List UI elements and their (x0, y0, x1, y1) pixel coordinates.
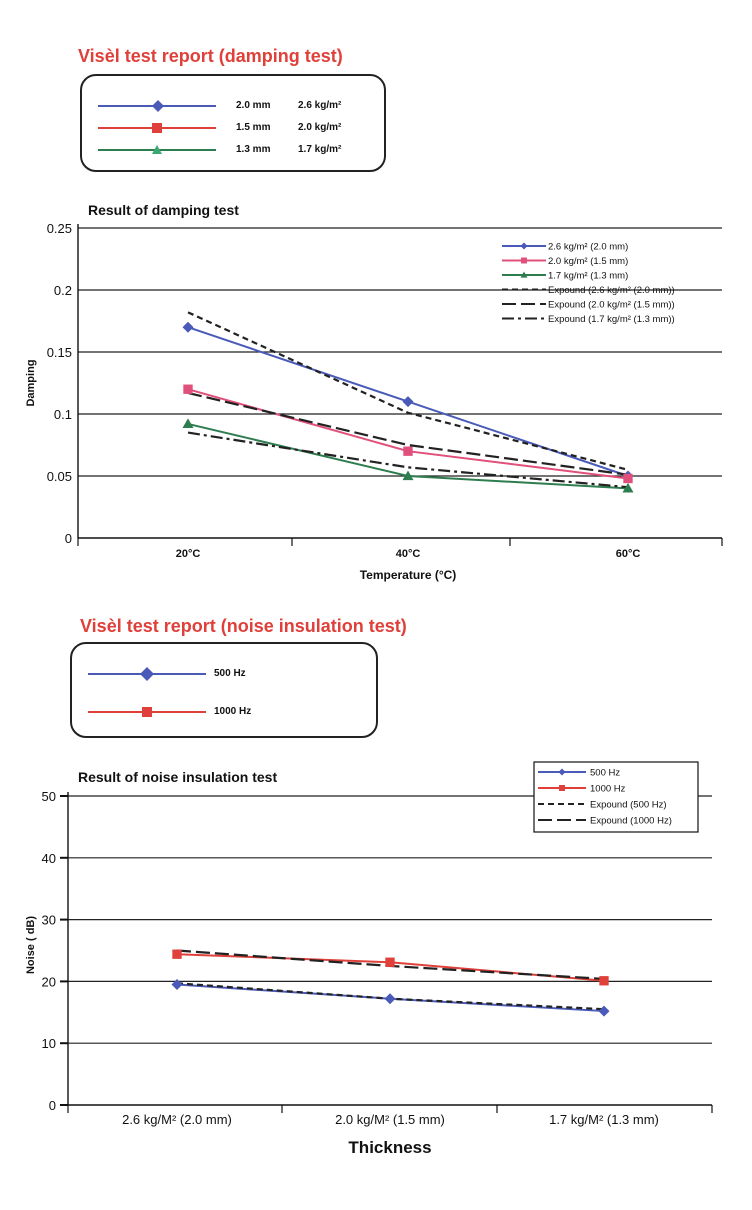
report-legend-item: 1000 Hz (72, 702, 376, 722)
legend-frequency: 1000 Hz (214, 706, 252, 717)
y-tick-label: 0 (65, 531, 72, 546)
diamond-marker-icon (140, 667, 154, 681)
y-tick-label: 0 (49, 1098, 56, 1113)
data-point (182, 418, 194, 429)
diamond-marker-icon (152, 100, 164, 112)
data-point (171, 978, 183, 990)
y-tick-label: 0.2 (54, 283, 72, 298)
legend-label: Expound (1000 Hz) (590, 816, 672, 827)
trendline (187, 431, 629, 489)
legend-thickness: 1.3 mm (236, 144, 271, 155)
legend-label: Expound (2.0 kg/m² (1.5 mm)) (548, 300, 675, 311)
trendline (187, 311, 629, 471)
chart-title: Result of noise insulation test (78, 769, 277, 785)
damping-report-legend: 2.0 mm 2.6 kg/m² 1.5 mm 2.0 kg/m² 1.3 mm… (80, 74, 386, 172)
data-point (402, 396, 414, 408)
damping-report-title: Visèl test report (damping test) (78, 46, 343, 66)
y-tick-label: 0.15 (47, 345, 72, 360)
legend-label: Expound (500 Hz) (590, 800, 667, 811)
legend-label: 2.0 kg/m² (1.5 mm) (548, 256, 628, 267)
data-point (622, 482, 634, 493)
noise-chart: Result of noise insulation test 0 10 20 30 40… (25, 761, 713, 1157)
report-legend-item: 500 Hz (72, 664, 376, 684)
y-tick-label: 0.05 (47, 469, 72, 484)
legend-marker (558, 768, 566, 776)
y-tick-label: 0.1 (54, 407, 72, 422)
x-tick-label: 40°C (396, 548, 421, 560)
noise-report-title: Visèl test report (noise insulation test… (80, 616, 407, 636)
data-point (402, 470, 414, 481)
triangle-marker-icon (152, 145, 162, 154)
x-tick-label: 2.6 kg/M² (2.0 mm) (122, 1112, 232, 1127)
square-marker-icon (142, 707, 152, 717)
x-tick-label: 20°C (176, 548, 201, 560)
legend-label: 2.6 kg/m² (2.0 mm) (548, 242, 628, 253)
y-tick-label: 30 (42, 913, 56, 928)
legend-density: 2.6 kg/m² (298, 100, 342, 111)
legend-thickness: 1.5 mm (236, 122, 271, 133)
y-axis-label: Noise ( dB) (25, 916, 37, 974)
legend-marker (559, 785, 565, 791)
legend-label: Expound (1.7 kg/m² (1.3 mm)) (548, 314, 675, 325)
y-tick-label: 0.25 (47, 221, 72, 236)
legend-marker (520, 271, 528, 278)
legend-frequency: 500 Hz (214, 668, 246, 679)
y-tick-label: 50 (42, 789, 56, 804)
data-point (623, 473, 633, 484)
legend-density: 1.7 kg/m² (298, 144, 342, 155)
legend-label: 500 Hz (590, 768, 620, 779)
y-tick-label: 40 (42, 851, 56, 866)
legend-density: 2.0 kg/m² (298, 122, 342, 133)
data-point (599, 976, 609, 986)
x-tick-label: 60°C (616, 548, 641, 560)
y-tick-label: 20 (42, 974, 56, 989)
square-marker-icon (152, 123, 162, 133)
data-point (182, 321, 194, 333)
y-axis-label: Damping (25, 359, 37, 406)
legend-label: 1.7 kg/m² (1.3 mm) (548, 271, 628, 282)
x-tick-label: 1.7 kg/M² (1.3 mm) (549, 1112, 659, 1127)
data-point (384, 993, 396, 1005)
y-tick-label: 10 (42, 1036, 56, 1051)
data-point (172, 949, 182, 959)
x-tick-label: 2.0 kg/M² (1.5 mm) (335, 1112, 445, 1127)
data-point (183, 384, 193, 394)
legend-label: Expound (2.6 kg/m² (2.0 mm)) (548, 285, 675, 296)
report-legend-item: 2.0 mm 2.6 kg/m² (82, 96, 384, 116)
data-point (403, 446, 413, 456)
legend-marker (521, 257, 527, 264)
legend-thickness: 2.0 mm (236, 100, 271, 111)
legend-marker (520, 242, 528, 250)
data-point (598, 1005, 610, 1017)
x-axis-label: Temperature (°C) (360, 568, 457, 582)
legend-label: 1000 Hz (590, 784, 626, 795)
noise-report-legend: 500 Hz 1000 Hz (70, 642, 378, 738)
data-point (385, 957, 395, 967)
report-legend-item: 1.5 mm 2.0 kg/m² (82, 118, 384, 138)
chart-title: Result of damping test (88, 202, 239, 218)
report-legend-item: 1.3 mm 1.7 kg/m² (82, 140, 384, 160)
x-axis-label: Thickness (348, 1138, 431, 1157)
trendline (187, 391, 629, 476)
damping-chart: Result of damping test 0 0.05 0.1 0.15 0.2 0.2… (25, 202, 723, 582)
